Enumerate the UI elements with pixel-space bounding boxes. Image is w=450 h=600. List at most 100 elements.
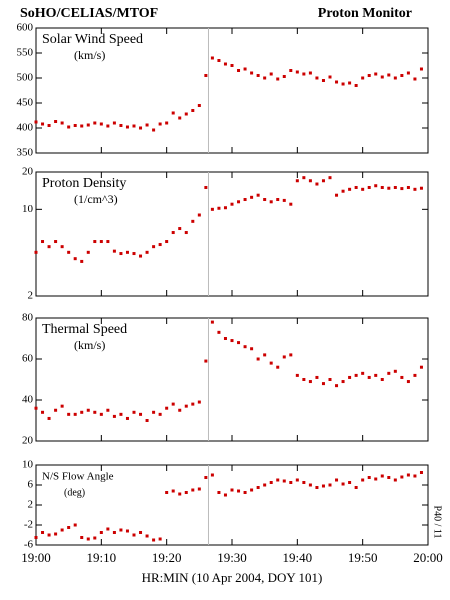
- data-point: [132, 533, 136, 537]
- data-point: [86, 537, 90, 541]
- data-point: [387, 186, 391, 190]
- data-point: [269, 200, 273, 204]
- panel-title: Solar Wind Speed: [42, 32, 143, 47]
- data-point: [263, 198, 267, 202]
- data-point: [295, 179, 299, 183]
- panel-title: Thermal Speed: [42, 322, 127, 337]
- data-point: [152, 128, 156, 132]
- data-point: [400, 475, 404, 479]
- data-point: [34, 406, 38, 410]
- data-point: [250, 488, 254, 492]
- data-point: [282, 75, 286, 78]
- data-point: [112, 414, 116, 418]
- data-point: [152, 538, 156, 542]
- panel-units: (km/s): [74, 338, 105, 352]
- y-tick-label: 6: [28, 479, 34, 491]
- data-point: [191, 219, 195, 223]
- data-point: [419, 67, 423, 71]
- data-point: [99, 122, 103, 126]
- data-point: [321, 179, 325, 183]
- data-point: [308, 380, 312, 384]
- data-point: [406, 71, 410, 75]
- data-point: [80, 536, 84, 539]
- data-point: [41, 122, 45, 126]
- data-point: [328, 176, 332, 180]
- y-tick-label: 2: [28, 499, 34, 511]
- data-point: [139, 412, 143, 416]
- data-point: [60, 121, 64, 125]
- data-point: [125, 125, 129, 129]
- data-point: [348, 481, 352, 484]
- data-point: [282, 198, 286, 202]
- data-point: [165, 406, 169, 410]
- y-tick-label: 10: [22, 459, 34, 471]
- data-point: [119, 412, 123, 416]
- data-point: [406, 473, 410, 477]
- data-point: [282, 479, 286, 483]
- data-point: [171, 489, 175, 493]
- data-point: [413, 187, 417, 191]
- data-point: [263, 353, 267, 357]
- y-tick-label: 500: [17, 72, 34, 84]
- data-point: [250, 71, 254, 75]
- data-point: [158, 122, 162, 126]
- data-point: [237, 489, 241, 493]
- data-point: [106, 240, 110, 244]
- data-point: [341, 380, 345, 384]
- data-point: [393, 478, 397, 482]
- data-point: [289, 202, 293, 206]
- y-tick-label: 550: [17, 47, 34, 59]
- data-point: [387, 73, 391, 77]
- data-point: [86, 408, 90, 412]
- data-point: [145, 534, 149, 538]
- data-point: [139, 531, 143, 534]
- data-point: [112, 531, 116, 534]
- data-point: [210, 320, 214, 324]
- data-point: [54, 408, 58, 412]
- data-point: [413, 474, 417, 478]
- data-point: [374, 373, 378, 377]
- data-point: [335, 478, 339, 482]
- data-point: [315, 486, 319, 489]
- data-point: [250, 347, 254, 351]
- data-point: [41, 240, 45, 244]
- data-point: [256, 193, 260, 197]
- data-point: [191, 109, 195, 112]
- data-point: [302, 481, 306, 484]
- data-point: [171, 402, 175, 406]
- panel-title: Proton Density: [42, 176, 126, 191]
- data-point: [99, 240, 103, 244]
- data-point: [243, 491, 247, 494]
- data-point: [361, 76, 365, 80]
- data-point: [374, 477, 378, 481]
- x-tick-label: 19:00: [21, 550, 51, 565]
- data-point: [158, 412, 162, 416]
- data-point: [367, 476, 371, 479]
- data-point: [210, 207, 214, 211]
- data-point: [269, 72, 273, 76]
- data-point: [341, 82, 345, 86]
- data-point: [165, 240, 169, 244]
- data-point: [276, 478, 280, 482]
- data-point: [93, 121, 97, 125]
- data-point: [204, 74, 208, 77]
- data-point: [210, 473, 214, 477]
- data-point: [47, 245, 51, 249]
- data-point: [217, 330, 221, 334]
- data-point: [328, 378, 332, 381]
- data-point: [348, 187, 352, 191]
- data-point: [47, 416, 51, 420]
- data-point: [139, 126, 143, 130]
- x-axis-label: HR:MIN (10 Apr 2004, DOY 101): [142, 570, 323, 585]
- data-point: [217, 491, 221, 494]
- data-point: [406, 185, 410, 189]
- data-point: [367, 375, 371, 379]
- data-point: [184, 404, 188, 408]
- x-tick-label: 20:00: [413, 550, 443, 565]
- data-point: [178, 492, 182, 496]
- data-point: [93, 536, 97, 540]
- data-point: [223, 206, 227, 210]
- data-point: [237, 69, 241, 72]
- x-tick-label: 19:40: [283, 550, 313, 565]
